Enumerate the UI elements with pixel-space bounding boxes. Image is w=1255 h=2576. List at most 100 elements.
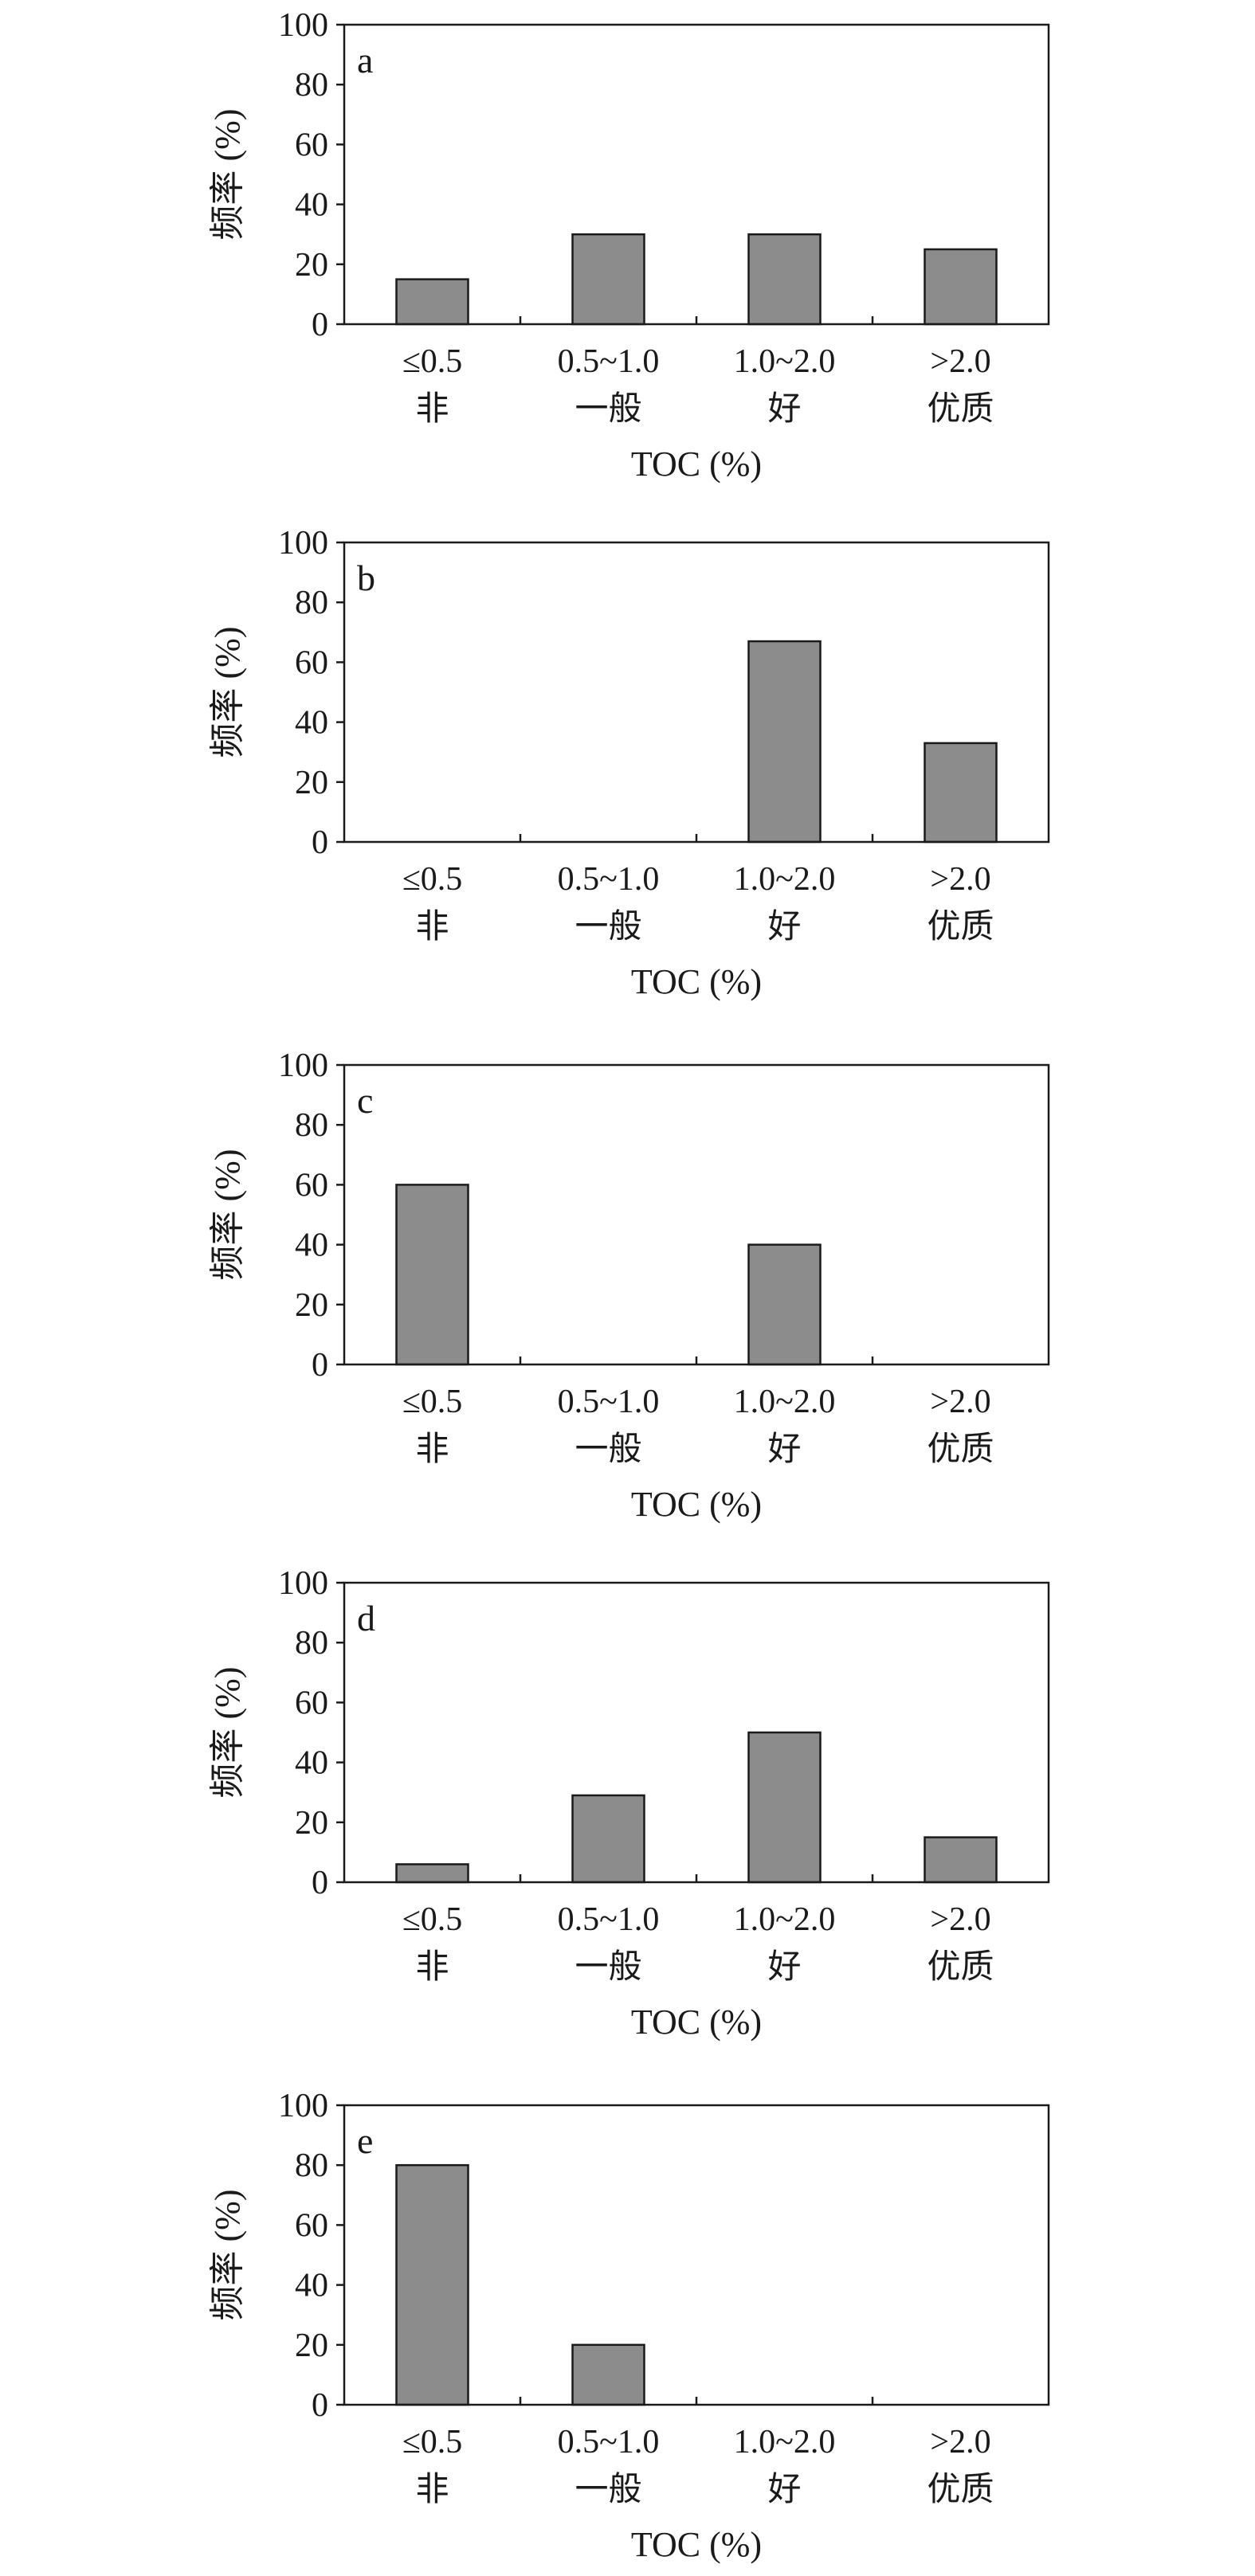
x-tick-label-c-4: >2.0	[930, 1384, 990, 1420]
x-grade-label-d-1: 非	[415, 1949, 449, 1986]
y-tick-label-e-60: 60	[295, 2207, 328, 2244]
x-grade-label-c-3: 好	[767, 1431, 801, 1468]
y-tick-label-b-20: 20	[295, 765, 328, 801]
x-tick-label-d-3: 1.0~2.0	[734, 1901, 836, 1938]
x-tick-label-e-3: 1.0~2.0	[734, 2424, 836, 2461]
y-tick-label-e-80: 80	[295, 2147, 328, 2184]
x-tick-label-d-1: ≤0.5	[402, 1901, 463, 1938]
x-grade-label-b-1: 非	[415, 909, 449, 945]
panel-label-c: c	[357, 1080, 373, 1121]
x-tick-label-b-3: 1.0~2.0	[734, 861, 836, 898]
bar-a-2	[571, 233, 645, 326]
bar-d-4	[924, 1836, 998, 1884]
x-axis-label-d: TOC (%)	[631, 2002, 762, 2042]
x-tick-label-e-1: ≤0.5	[402, 2424, 463, 2461]
panel-label-b: b	[357, 558, 375, 598]
x-axis-label-b: TOC (%)	[631, 962, 762, 1001]
y-tick-label-d-60: 60	[295, 1685, 328, 1721]
x-tick-label-b-2: 0.5~1.0	[558, 861, 660, 898]
x-tick-label-b-4: >2.0	[930, 861, 990, 898]
y-tick-label-e-40: 40	[295, 2268, 328, 2304]
x-axis-label-e: TOC (%)	[631, 2525, 762, 2564]
panel-label-d: d	[357, 1598, 375, 1638]
y-axis-label-a: 频率 (%)	[208, 109, 247, 241]
y-axis-label-e: 频率 (%)	[208, 2190, 247, 2321]
y-tick-label-b-40: 40	[295, 705, 328, 742]
panel-label-a: a	[357, 40, 373, 80]
bar-e-2	[571, 2343, 645, 2406]
y-tick-label-b-80: 80	[295, 585, 328, 621]
x-tick-label-c-2: 0.5~1.0	[558, 1384, 660, 1420]
bar-a-3	[747, 233, 822, 326]
x-tick-label-e-2: 0.5~1.0	[558, 2424, 660, 2461]
y-tick-label-a-100: 100	[278, 7, 328, 44]
x-grade-label-a-2: 一般	[575, 391, 641, 428]
y-tick-label-a-60: 60	[295, 127, 328, 163]
y-tick-label-a-40: 40	[295, 187, 328, 224]
bar-b-4	[924, 742, 998, 844]
x-grade-label-e-1: 非	[415, 2472, 449, 2508]
x-grade-label-e-3: 好	[767, 2472, 801, 2508]
x-tick-label-a-4: >2.0	[930, 343, 990, 380]
bar-e-1	[395, 2163, 469, 2406]
y-tick-label-d-80: 80	[295, 1625, 328, 1662]
y-tick-label-c-40: 40	[295, 1227, 328, 1264]
x-grade-label-d-4: 优质	[927, 1949, 994, 1986]
bar-d-1	[395, 1863, 469, 1884]
x-tick-label-a-3: 1.0~2.0	[734, 343, 836, 380]
x-axis-label-a: TOC (%)	[631, 444, 762, 483]
y-tick-label-c-0: 0	[312, 1347, 328, 1384]
panel-label-e: e	[357, 2120, 373, 2161]
y-tick-label-c-80: 80	[295, 1107, 328, 1144]
y-tick-label-e-20: 20	[295, 2327, 328, 2364]
x-tick-label-b-1: ≤0.5	[402, 861, 463, 898]
x-tick-label-c-1: ≤0.5	[402, 1384, 463, 1420]
bar-c-1	[395, 1184, 469, 1366]
bar-c-3	[747, 1243, 822, 1366]
x-axis-label-c: TOC (%)	[631, 1485, 762, 1524]
x-tick-label-a-1: ≤0.5	[402, 343, 463, 380]
y-tick-label-a-0: 0	[312, 307, 328, 343]
y-tick-label-c-100: 100	[278, 1047, 328, 1084]
x-tick-label-c-3: 1.0~2.0	[734, 1384, 836, 1420]
x-tick-label-d-2: 0.5~1.0	[558, 1901, 660, 1938]
y-tick-label-c-20: 20	[295, 1287, 328, 1324]
y-tick-label-d-0: 0	[312, 1865, 328, 1901]
y-tick-label-e-0: 0	[312, 2387, 328, 2424]
x-tick-label-d-4: >2.0	[930, 1901, 990, 1938]
x-grade-label-e-4: 优质	[927, 2472, 994, 2508]
x-grade-label-a-1: 非	[415, 391, 449, 428]
x-grade-label-a-4: 优质	[927, 391, 994, 428]
bar-d-2	[571, 1794, 645, 1884]
bar-b-3	[747, 640, 822, 844]
y-tick-label-b-0: 0	[312, 824, 328, 861]
y-tick-label-b-100: 100	[278, 525, 328, 562]
bar-a-4	[924, 248, 998, 326]
x-grade-label-c-1: 非	[415, 1431, 449, 1468]
y-tick-label-e-100: 100	[278, 2088, 328, 2124]
x-grade-label-e-2: 一般	[575, 2472, 641, 2508]
x-grade-label-c-4: 优质	[927, 1431, 994, 1468]
x-tick-label-a-2: 0.5~1.0	[558, 343, 660, 380]
y-tick-label-b-60: 60	[295, 644, 328, 681]
x-grade-label-b-2: 一般	[575, 909, 641, 945]
bar-a-1	[395, 278, 469, 326]
x-grade-label-b-4: 优质	[927, 909, 994, 945]
y-axis-label-d: 频率 (%)	[208, 1667, 247, 1799]
x-grade-label-b-3: 好	[767, 909, 801, 945]
x-grade-label-d-3: 好	[767, 1949, 801, 1986]
bar-d-3	[747, 1731, 822, 1884]
x-grade-label-c-2: 一般	[575, 1431, 641, 1468]
y-tick-label-a-20: 20	[295, 247, 328, 284]
y-tick-label-a-80: 80	[295, 67, 328, 104]
y-axis-label-c: 频率 (%)	[208, 1149, 247, 1281]
y-tick-label-d-100: 100	[278, 1565, 328, 1602]
x-grade-label-a-3: 好	[767, 391, 801, 428]
x-tick-label-e-4: >2.0	[930, 2424, 990, 2461]
x-grade-label-d-2: 一般	[575, 1949, 641, 1986]
y-tick-label-c-60: 60	[295, 1167, 328, 1204]
y-axis-label-b: 频率 (%)	[208, 627, 247, 758]
y-tick-label-d-40: 40	[295, 1745, 328, 1782]
y-tick-label-d-20: 20	[295, 1805, 328, 1842]
